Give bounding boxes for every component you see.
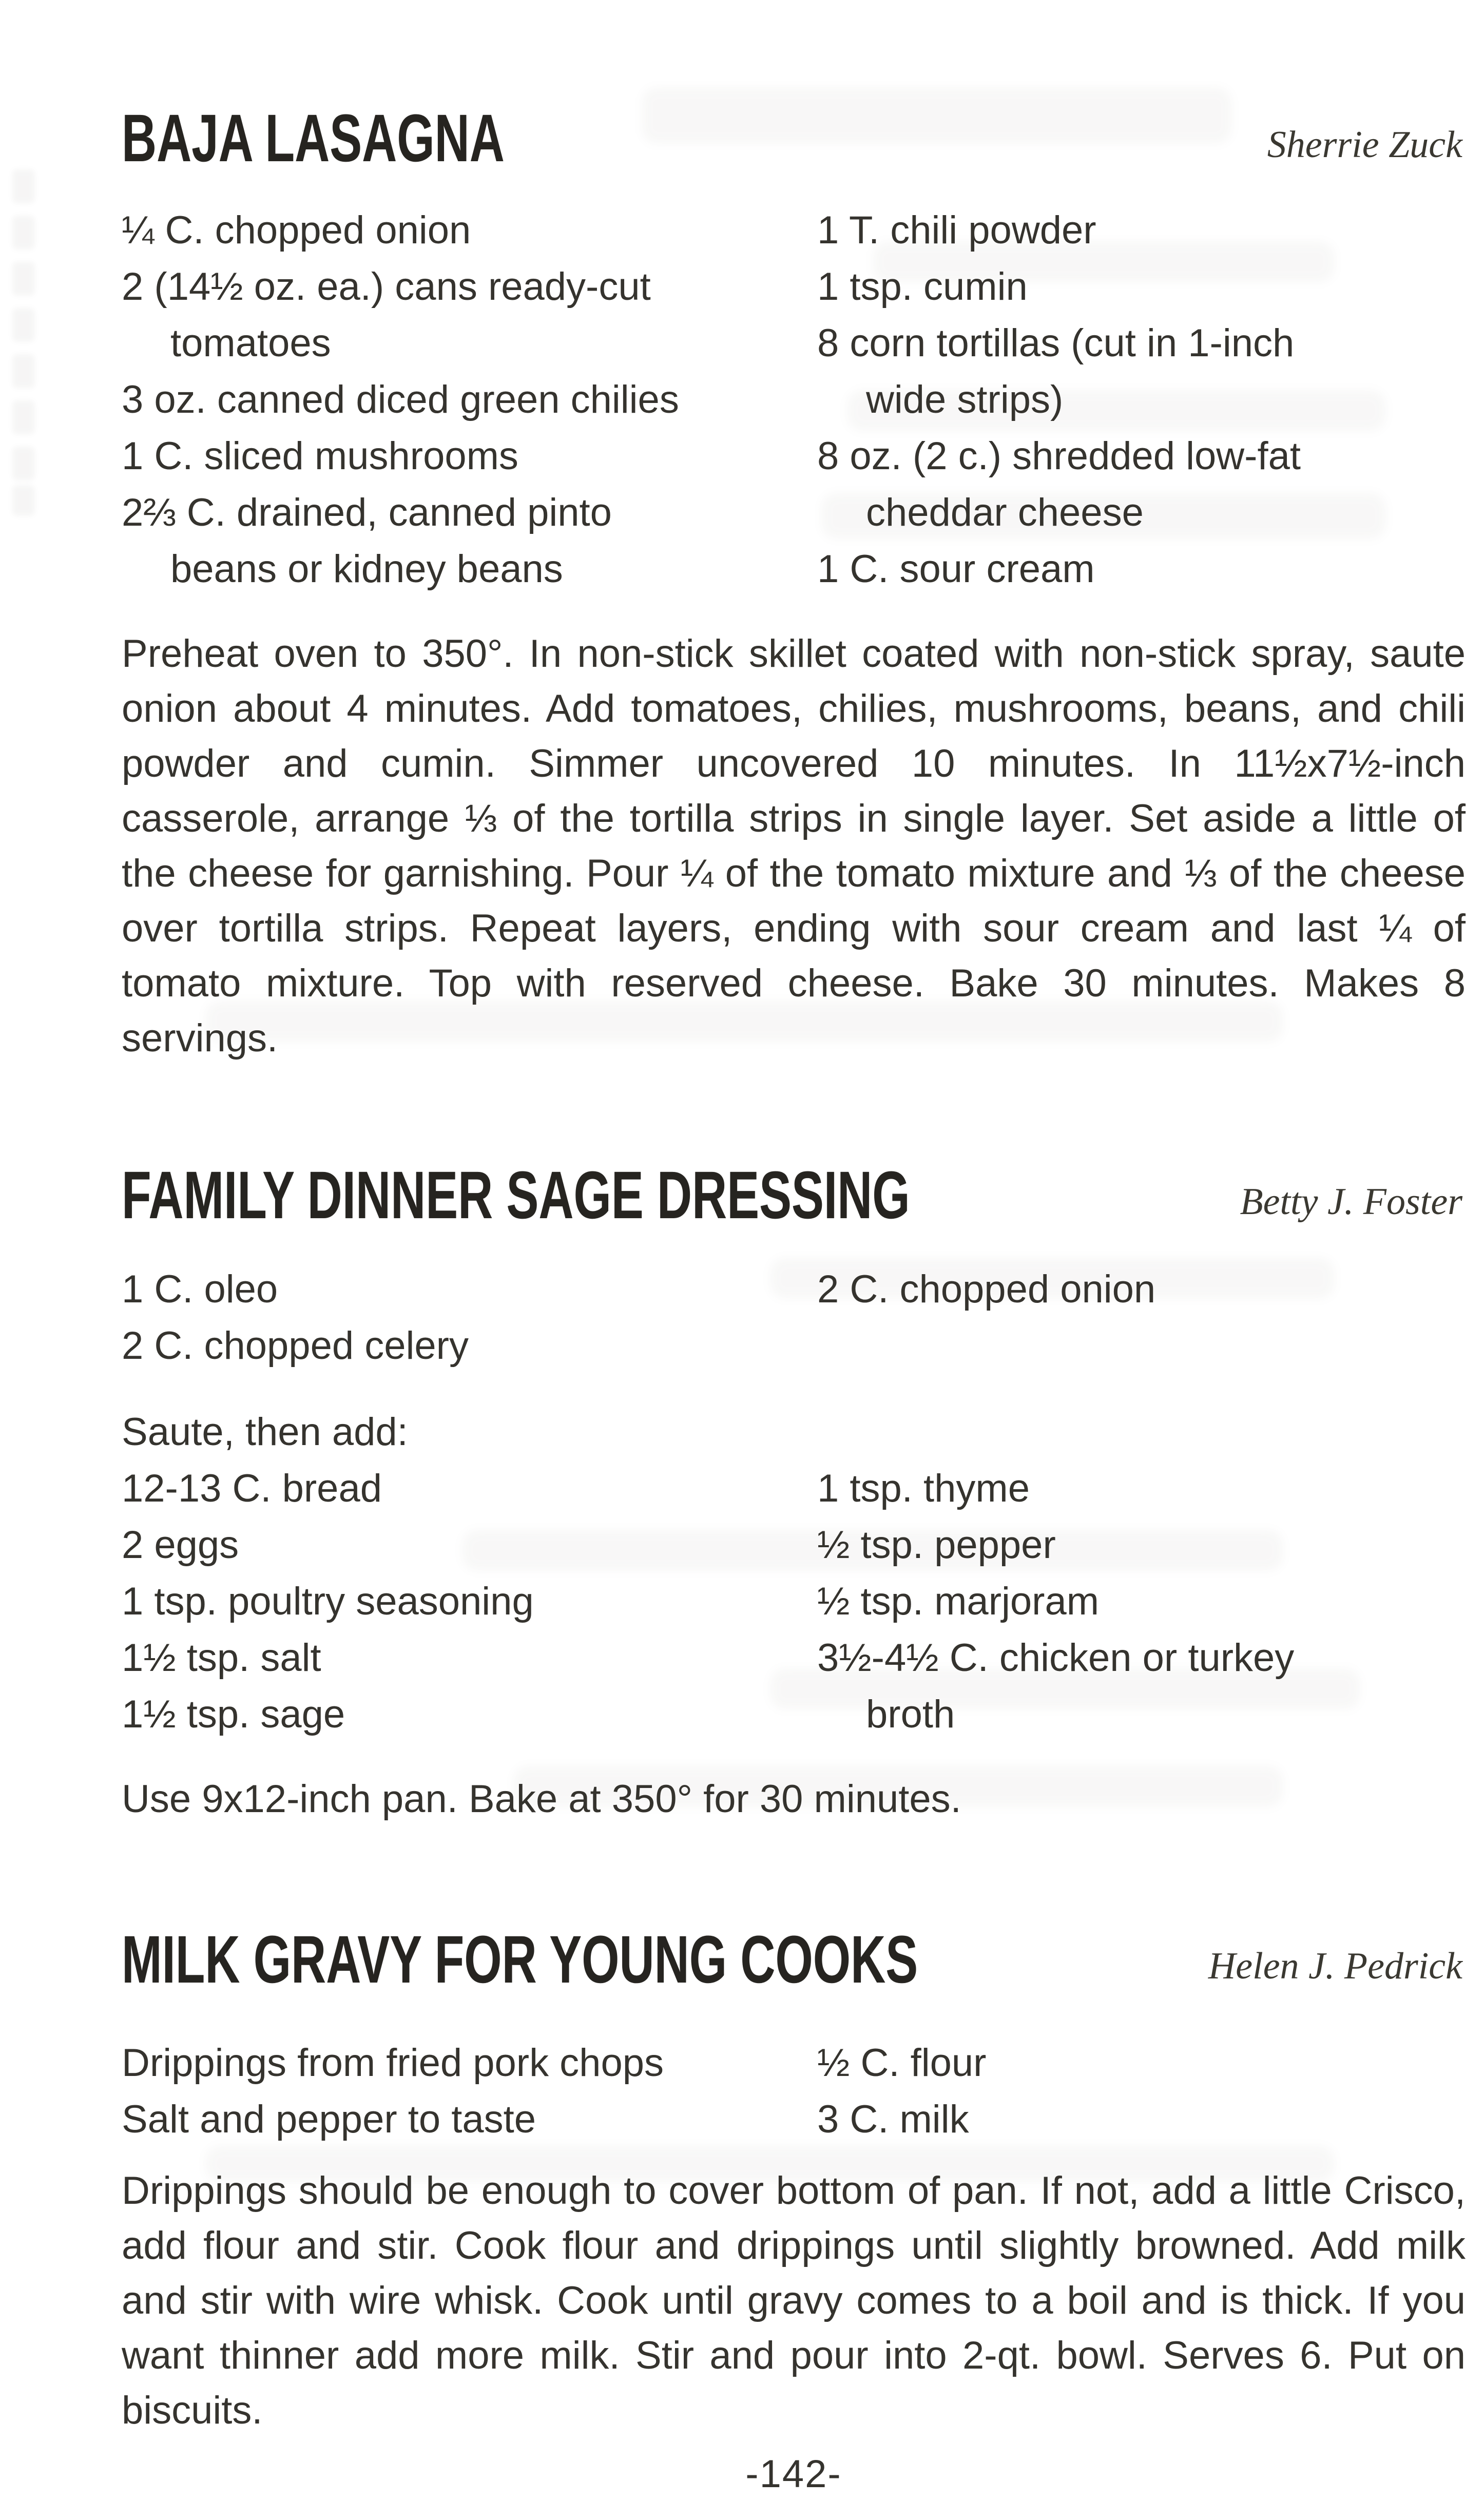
recipe-header: FAMILY DINNER SAGE DRESSING Betty J. Fos… (122, 1161, 1466, 1229)
ingredient-line: tomatoes (170, 321, 331, 365)
ingredient-column-left: 12-13 C. bread 2 eggs 1 tsp. poultry sea… (122, 1460, 817, 1743)
ingredient-line: 1 C. sliced mushrooms (122, 434, 518, 478)
ingredient-line: 1½ tsp. salt (122, 1636, 321, 1680)
ingredient-line: 1 tsp. cumin (817, 265, 1028, 309)
recipe-title: BAJA LASAGNA (122, 100, 505, 176)
ingredient-line: ½ C. flour (817, 2041, 987, 2085)
ingredient-line: 2 C. chopped celery (122, 1324, 469, 1368)
ingredient-line: Salt and pepper to taste (122, 2098, 536, 2141)
ingredient-line: 1 C. sour cream (817, 547, 1095, 591)
ingredient-line: beans or kidney beans (170, 547, 563, 591)
ingredient-column-right: ½ C. flour 3 C. milk (817, 2035, 1466, 2148)
recipe-title: MILK GRAVY FOR YOUNG COOKS (122, 1921, 918, 1997)
ingredient-line: ¼ C. chopped onion (122, 208, 471, 252)
ingredient-list: 12-13 C. bread 2 eggs 1 tsp. poultry sea… (122, 1460, 1466, 1743)
ingredient-line: 1 T. chili powder (817, 208, 1096, 252)
ingredient-column-left: Drippings from fried pork chops Salt and… (122, 2035, 817, 2148)
ingredient-line: ½ tsp. marjoram (817, 1580, 1100, 1623)
ingredient-line: 1 tsp. poultry seasoning (122, 1580, 534, 1623)
ingredient-line: wide strips) (866, 378, 1064, 421)
recipe-baja-lasagna: BAJA LASAGNA Sherrie Zuck ¼ C. chopped o… (122, 104, 1466, 1066)
ingredient-line: 1 C. oleo (122, 1267, 278, 1311)
ingredient-line: ½ tsp. pepper (817, 1523, 1056, 1567)
left-margin-mark (12, 400, 35, 434)
left-margin-mark (12, 308, 35, 342)
left-margin-mark (12, 169, 35, 203)
recipe-author: Betty J. Foster (1240, 1181, 1462, 1223)
recipe-directions: Use 9x12-inch pan. Bake at 350° for 30 m… (122, 1777, 961, 1821)
left-margin-mark (12, 447, 35, 480)
recipe-author: Sherrie Zuck (1267, 124, 1462, 166)
ingredient-column-right: 1 tsp. thyme ½ tsp. pepper ½ tsp. marjor… (817, 1460, 1466, 1743)
ingredient-line: 2⅔ C. drained, canned pinto (122, 491, 612, 534)
recipe-milk-gravy-for-young-cooks: MILK GRAVY FOR YOUNG COOKS Helen J. Pedr… (122, 1925, 1466, 2438)
left-margin-mark (12, 262, 35, 296)
left-margin-mark (12, 354, 35, 388)
ingredient-list: ¼ C. chopped onion 2 (14½ oz. ea.) cans … (122, 202, 1466, 598)
ingredient-line: 1½ tsp. sage (122, 1693, 345, 1736)
recipe-directions: Drippings should be enough to cover bott… (122, 2169, 1466, 2432)
ingredient-line: 1 tsp. thyme (817, 1467, 1030, 1510)
ingredient-line: 2 eggs (122, 1523, 239, 1567)
ingredient-list: Drippings from fried pork chops Salt and… (122, 2035, 1466, 2148)
left-margin-mark (12, 216, 35, 249)
ingredient-line: 12-13 C. bread (122, 1467, 382, 1510)
page-content: BAJA LASAGNA Sherrie Zuck ¼ C. chopped o… (122, 0, 1466, 2500)
recipe-header: BAJA LASAGNA Sherrie Zuck (122, 104, 1466, 172)
ingredient-line: 8 corn tortillas (cut in 1-inch (817, 321, 1295, 365)
ingredient-column-left: 1 C. oleo 2 C. chopped celery (122, 1261, 817, 1374)
recipe-family-dinner-sage-dressing: FAMILY DINNER SAGE DRESSING Betty J. Fos… (122, 1161, 1466, 1826)
ingredient-line: Drippings from fried pork chops (122, 2041, 664, 2085)
ingredient-line: cheddar cheese (866, 491, 1144, 534)
ingredient-line: 8 oz. (2 c.) shredded low-fat (817, 434, 1301, 478)
ingredient-line: 2 C. chopped onion (817, 1267, 1156, 1311)
recipe-author: Helen J. Pedrick (1208, 1945, 1462, 1987)
recipe-title: FAMILY DINNER SAGE DRESSING (122, 1157, 910, 1233)
recipe-header: MILK GRAVY FOR YOUNG COOKS Helen J. Pedr… (122, 1925, 1466, 1994)
ingredient-line: 3½-4½ C. chicken or turkey (817, 1636, 1295, 1680)
ingredient-line: 3 C. milk (817, 2098, 969, 2141)
ingredient-list: 1 C. oleo 2 C. chopped celery 2 C. chopp… (122, 1261, 1466, 1374)
ingredient-line: 3 oz. canned diced green chilies (122, 378, 679, 421)
ingredient-column-right: 2 C. chopped onion (817, 1261, 1466, 1374)
left-margin-mark (12, 485, 35, 516)
page-number: -142- (745, 2452, 842, 2496)
ingredient-subheading: Saute, then add: (122, 1410, 408, 1454)
ingredient-line: broth (866, 1693, 955, 1736)
ingredient-line: 2 (14½ oz. ea.) cans ready-cut (122, 265, 651, 309)
ingredient-column-right: 1 T. chili powder 1 tsp. cumin 8 corn to… (817, 202, 1466, 598)
recipe-directions: Preheat oven to 350°. In non-stick skill… (122, 632, 1466, 1060)
ingredient-column-left: ¼ C. chopped onion 2 (14½ oz. ea.) cans … (122, 202, 817, 598)
